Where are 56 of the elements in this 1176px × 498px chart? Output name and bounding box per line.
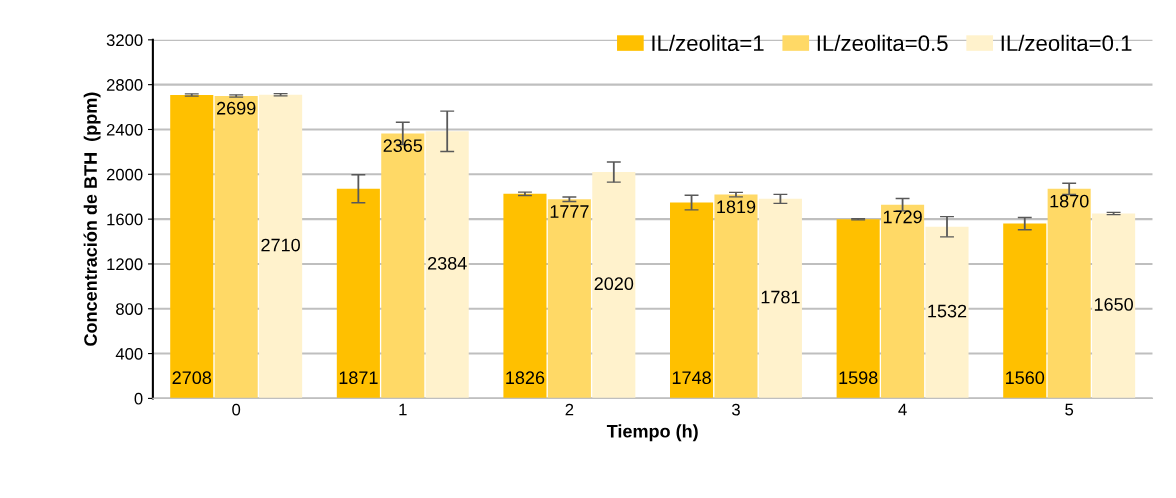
bar: [925, 226, 969, 399]
y-tick-label: 1600: [107, 213, 143, 226]
legend-label: IL/zeolita=0.1: [1001, 34, 1132, 52]
bar: [503, 193, 547, 399]
y-tick-label: 2400: [106, 123, 143, 136]
data-label: 1777: [550, 205, 589, 218]
bar: [336, 188, 380, 399]
data-label: 1870: [1050, 194, 1089, 208]
data-label: 1729: [883, 210, 922, 224]
x-tick-label: 4: [898, 403, 907, 416]
data-label: 1748: [672, 371, 711, 385]
bar: [214, 95, 258, 399]
bar: [547, 199, 591, 399]
bar: [1092, 213, 1136, 399]
y-tick-label: 1200: [107, 258, 143, 271]
x-axis-title: Tiempo (h): [606, 424, 698, 442]
data-label: 1871: [339, 371, 378, 385]
data-label: 1532: [928, 304, 967, 318]
x-tick-label: 3: [731, 403, 740, 416]
data-label: 1826: [506, 371, 545, 385]
bar: [1003, 223, 1047, 399]
y-axis-title: Concentración de BTH (ppm): [83, 92, 101, 346]
legend-label: IL/zeolita=0.5: [817, 34, 948, 52]
data-label: 1560: [1006, 371, 1045, 385]
bar: [758, 198, 802, 399]
data-label: 2020: [594, 277, 634, 291]
y-tick-label: 800: [116, 303, 143, 315]
bar: [381, 133, 425, 399]
x-tick-label: 0: [232, 403, 241, 416]
data-label: 1598: [839, 371, 878, 385]
data-label: 2699: [217, 101, 256, 115]
bar: [259, 94, 303, 399]
x-tick-label: 1: [399, 403, 407, 416]
data-label: 1781: [761, 290, 800, 304]
data-label: 2384: [428, 256, 467, 270]
y-tick-label: 2800: [106, 79, 143, 91]
bar: [1047, 188, 1091, 399]
data-label: 1650: [1094, 298, 1133, 311]
data-label: 2708: [172, 371, 212, 385]
bar: [836, 219, 880, 399]
y-tick-label: 400: [115, 347, 143, 360]
bar: [881, 204, 925, 399]
data-label: 2710: [261, 238, 300, 252]
y-tick-label: 3200: [106, 34, 143, 47]
bar: [592, 172, 636, 399]
y-tick-label: 2000: [106, 168, 143, 181]
bar: [670, 202, 714, 399]
y-tick-label: 0: [134, 392, 143, 405]
bar: [714, 194, 758, 399]
legend-label: IL/zeolita=1: [652, 34, 764, 52]
bar: [425, 131, 469, 399]
data-label: 1819: [717, 200, 756, 214]
x-tick-label: 5: [1065, 403, 1074, 416]
bar: [170, 94, 214, 399]
data-label: 2365: [383, 139, 423, 153]
x-tick-label: 2: [565, 403, 574, 416]
